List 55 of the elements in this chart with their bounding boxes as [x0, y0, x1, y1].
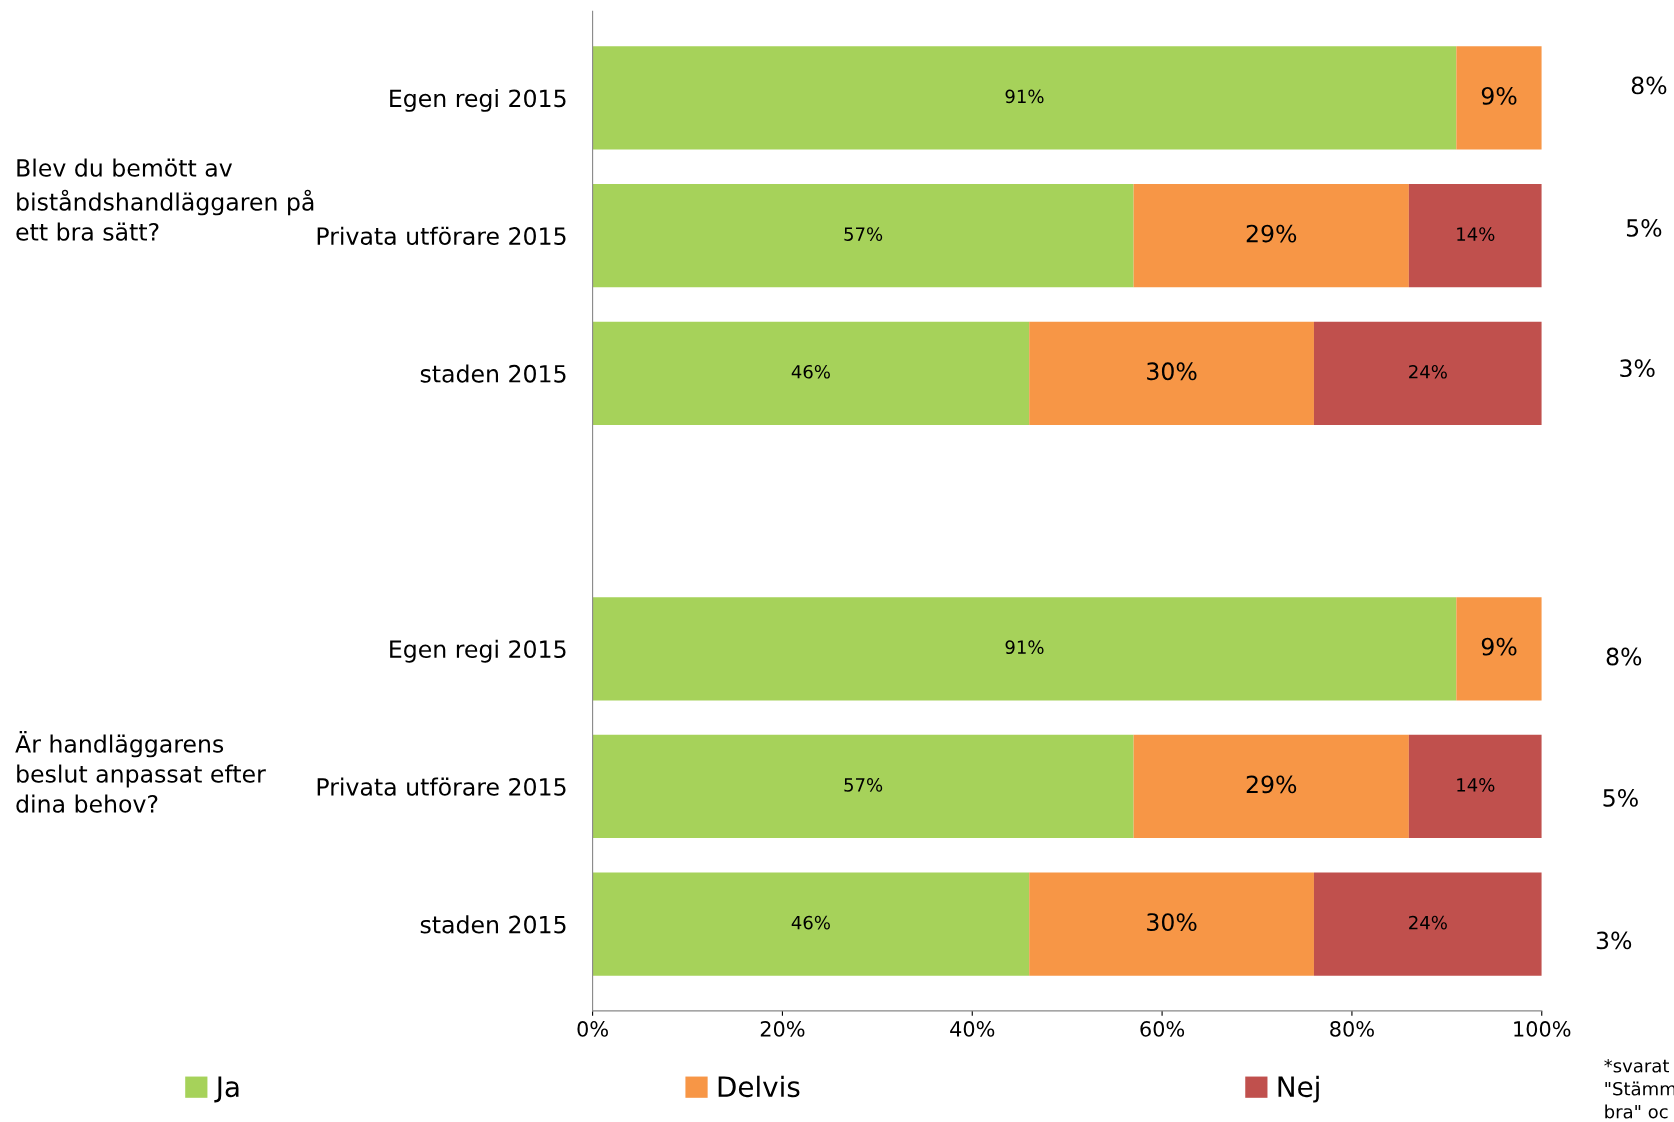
data-label: 91% — [1005, 89, 1044, 104]
bar — [592, 734, 1134, 839]
bar — [1313, 321, 1542, 426]
bar — [592, 46, 1457, 150]
text: 8% — [1606, 647, 1642, 666]
legend-label: Delvis — [718, 1075, 800, 1098]
data-label: 29% — [1246, 224, 1297, 243]
data-label: 57% — [844, 778, 883, 792]
data-label: 46% — [791, 915, 830, 930]
x-tick-label: 20% — [760, 1021, 805, 1037]
x-tick-label: 0% — [577, 1021, 608, 1037]
bar — [1408, 184, 1542, 288]
bar — [1029, 321, 1314, 426]
data-label: 14% — [1457, 227, 1495, 241]
x-tick-label: 40% — [950, 1021, 995, 1037]
text: 5% — [1626, 219, 1662, 237]
bar — [592, 184, 1134, 288]
bar — [592, 872, 1030, 976]
data-label: 9% — [1481, 86, 1517, 105]
data-label: 57% — [844, 227, 883, 241]
bar — [1408, 734, 1542, 839]
bar — [1133, 734, 1409, 839]
data-label: 30% — [1147, 913, 1197, 932]
text: 5% — [1603, 788, 1638, 807]
x-tick-label: 100% — [1514, 1021, 1571, 1037]
text: 3% — [1620, 359, 1655, 378]
bar — [1029, 872, 1314, 976]
bar — [1456, 46, 1542, 150]
text: 3% — [1596, 931, 1632, 950]
data-label: 30% — [1147, 362, 1197, 381]
text: Blev du bemött av biståndshandläggaren på ett bra sätt? — [16, 158, 314, 241]
legend-label: Nej — [1278, 1075, 1319, 1103]
bar — [592, 597, 1457, 701]
data-label: 24% — [1409, 915, 1447, 930]
data-label: 9% — [1481, 637, 1517, 656]
y-tick-label: Egen regi 2015 — [390, 89, 566, 112]
x-tick-label: 60% — [1140, 1021, 1185, 1037]
y-tick-label: Egen regi 2015 — [390, 639, 566, 663]
bar — [1133, 184, 1409, 288]
y-tick-label: staden 2015 — [420, 364, 566, 383]
text: Är handläggarens beslut anpassat efter dina behov? — [15, 730, 266, 813]
data-label: 46% — [791, 364, 830, 379]
y-tick-label: Privata utförare 2015 — [317, 226, 566, 245]
bar — [592, 321, 1030, 426]
legend-label: Ja — [214, 1076, 239, 1103]
data-label: 91% — [1005, 640, 1044, 655]
data-label: 14% — [1457, 778, 1495, 792]
text: 8% — [1631, 76, 1667, 95]
x-tick-label: 80% — [1330, 1021, 1374, 1037]
y-tick-label: staden 2015 — [420, 915, 566, 934]
data-label: 24% — [1409, 364, 1447, 379]
data-label: 29% — [1246, 775, 1297, 794]
bar — [1313, 872, 1542, 976]
y-tick-label: Privata utförare 2015 — [317, 777, 566, 796]
bar — [1456, 597, 1542, 701]
